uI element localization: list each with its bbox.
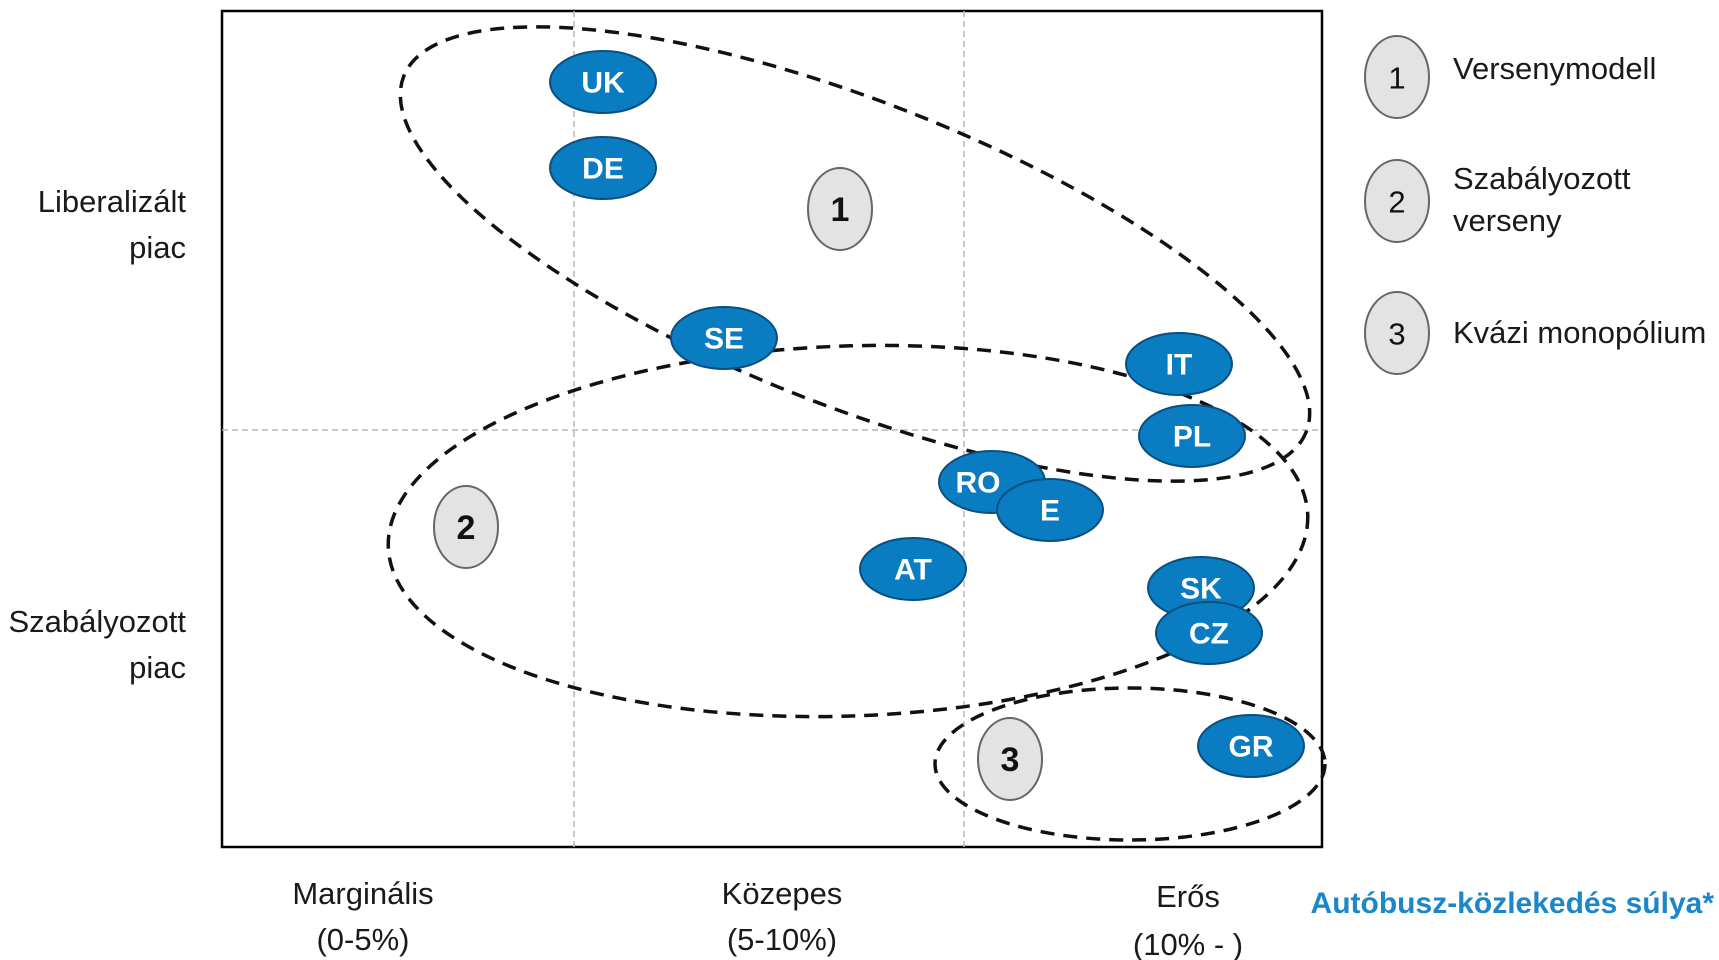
- country-it: IT: [1125, 332, 1233, 396]
- country-se: SE: [670, 306, 778, 370]
- y-axis-top-label-line-1: Liberalizált: [38, 184, 187, 219]
- x-axis-category-2-range: (5-10%): [727, 922, 837, 957]
- country-cz: CZ: [1155, 601, 1263, 665]
- legend-item-2-number: 2: [1388, 185, 1405, 220]
- y-axis-top-label-line-2: piac: [129, 230, 186, 265]
- legend-item-2: 2 Szabályozott verseny: [1364, 159, 1631, 243]
- group-3-number: 3: [1001, 741, 1020, 779]
- country-de: DE: [549, 136, 657, 200]
- y-axis-bottom-label-line-1: Szabályozott: [9, 604, 187, 639]
- x-axis-category-2-label: Közepes: [722, 876, 843, 911]
- group-3-marker: 3: [977, 717, 1043, 801]
- x-axis-category-1-label: Marginális: [292, 876, 433, 911]
- legend-item-1-label: Versenymodell: [1453, 51, 1656, 86]
- country-ro-label: RO: [956, 467, 1001, 500]
- country-cz-label: CZ: [1189, 618, 1229, 651]
- legend-item-2-label-line-2: verseny: [1453, 203, 1562, 238]
- country-gr-label: GR: [1229, 731, 1274, 764]
- country-pl: PL: [1138, 404, 1246, 468]
- country-it-label: IT: [1166, 349, 1193, 382]
- x-axis-title: Autóbusz-közlekedés súlya*: [1311, 887, 1715, 920]
- y-axis-bottom-label-line-2: piac: [129, 650, 186, 685]
- country-uk-label: UK: [581, 67, 625, 100]
- country-sk-label: SK: [1180, 573, 1222, 606]
- group-1-marker: 1: [807, 167, 873, 251]
- legend-item-3: 3 Kvázi monopólium: [1364, 291, 1706, 375]
- country-uk: UK: [549, 50, 657, 114]
- country-e-label: E: [1040, 495, 1060, 528]
- group-2-marker: 2: [433, 485, 499, 569]
- plot-frame: [220, 9, 1324, 849]
- x-axis-category-3-range: (10% - ): [1133, 927, 1243, 960]
- group-2-number: 2: [457, 509, 476, 547]
- group-1-number: 1: [831, 191, 850, 229]
- x-axis-category-3-label: Erős: [1156, 879, 1220, 914]
- group-1-ellipse: [398, 25, 1312, 483]
- country-at: AT: [859, 537, 967, 601]
- legend-item-1-number: 1: [1388, 61, 1405, 96]
- group-3-ellipse: [933, 686, 1327, 842]
- group-2-ellipse: [386, 343, 1310, 719]
- legend-item-1: 1 Versenymodell: [1364, 35, 1656, 119]
- country-at-label: AT: [894, 554, 932, 587]
- country-gr: GR: [1197, 714, 1305, 778]
- country-se-label: SE: [704, 323, 744, 356]
- legend-item-2-label-line-1: Szabályozott: [1453, 161, 1631, 196]
- legend-item-3-label: Kvázi monopólium: [1453, 315, 1706, 350]
- country-pl-label: PL: [1173, 421, 1211, 454]
- x-axis-category-1-range: (0-5%): [316, 922, 409, 957]
- legend-item-3-number: 3: [1388, 317, 1405, 352]
- country-e: E: [996, 478, 1104, 542]
- legend: 1 Versenymodell 2 Szabályozott verseny 3…: [1364, 35, 1706, 375]
- country-de-label: DE: [582, 153, 624, 186]
